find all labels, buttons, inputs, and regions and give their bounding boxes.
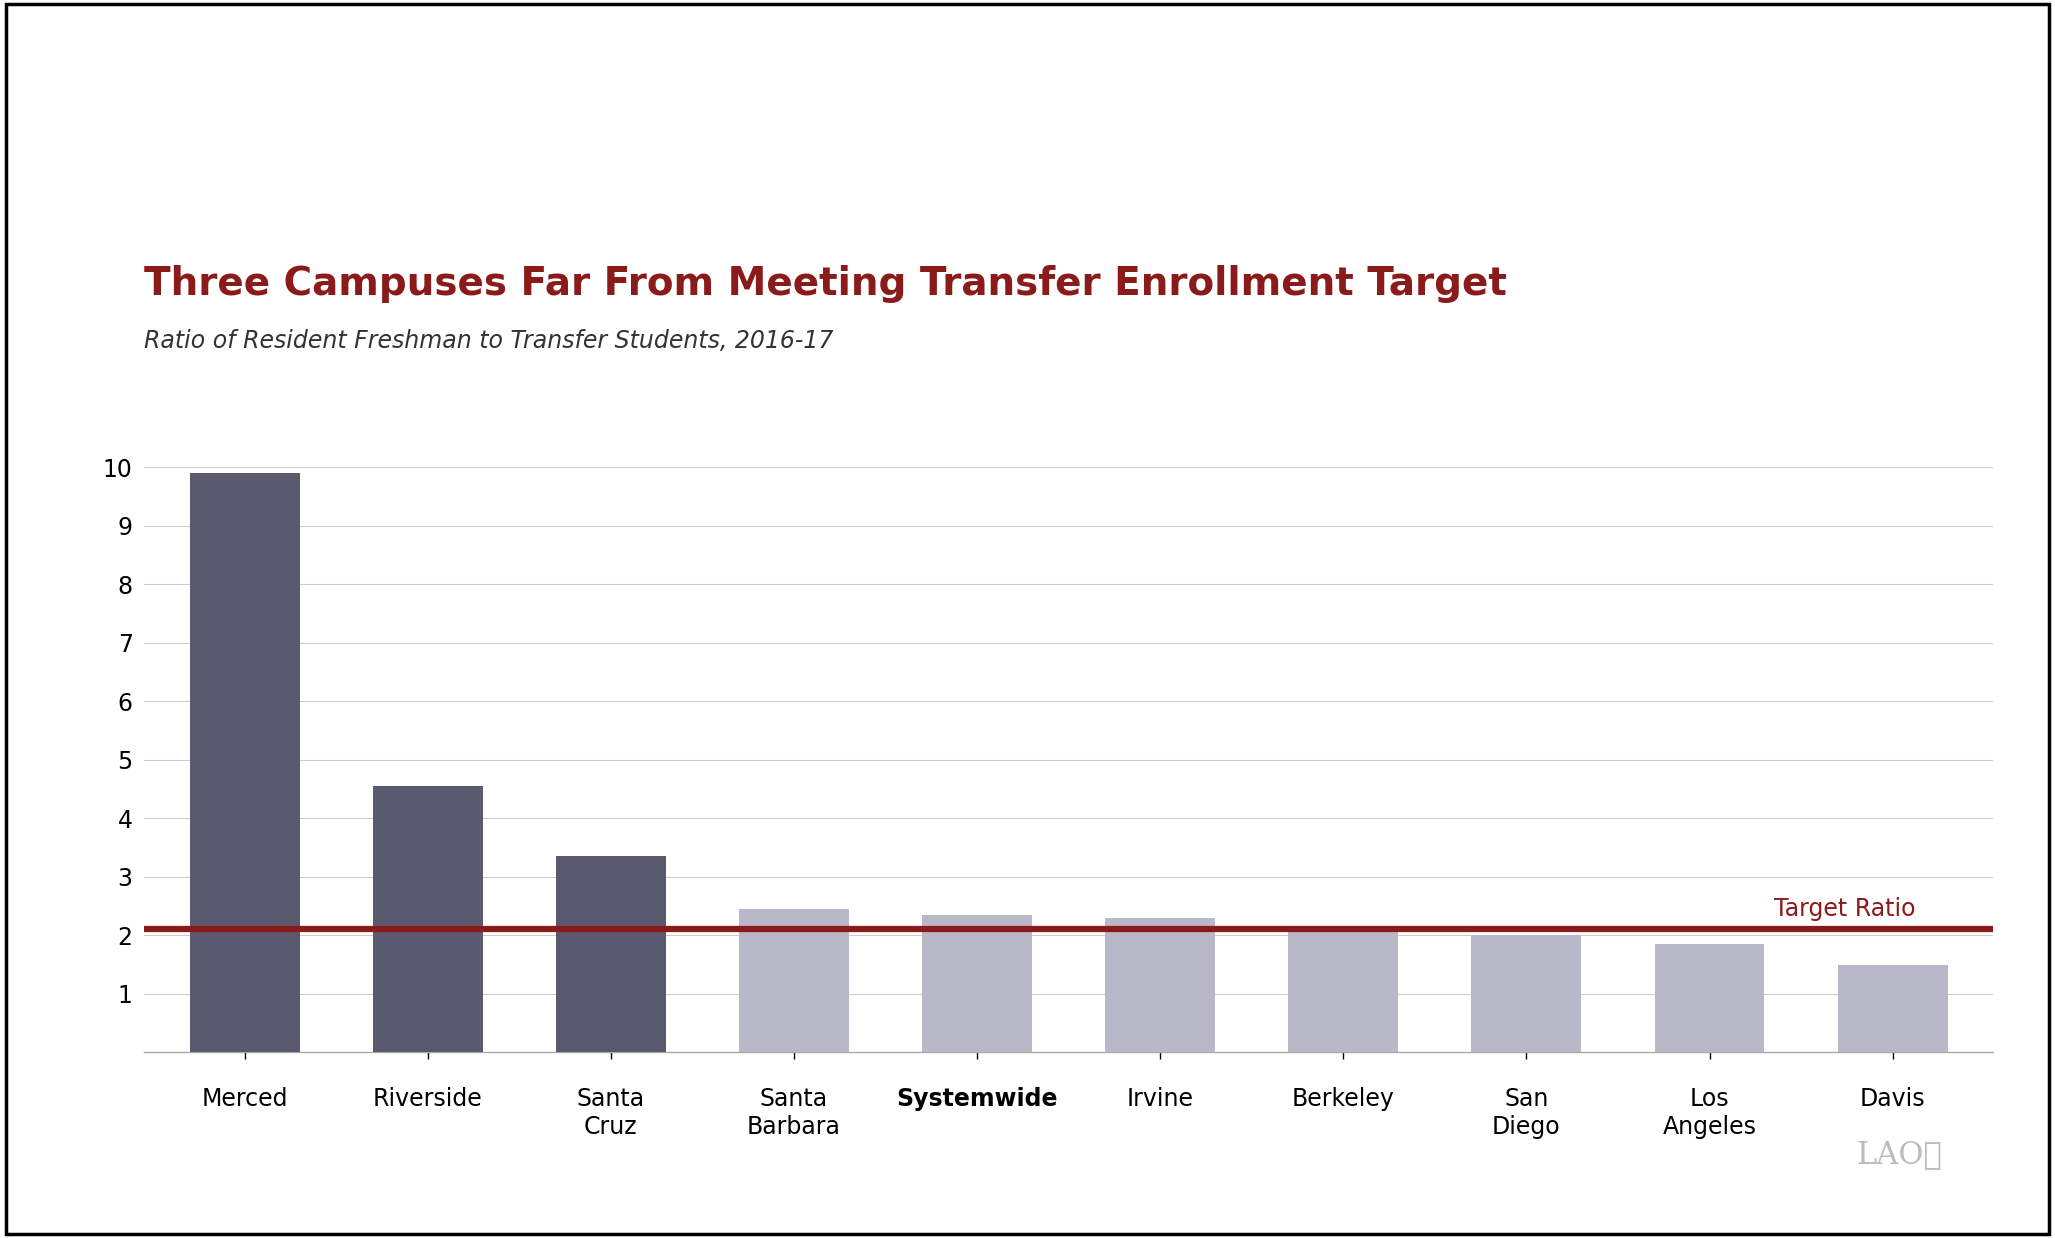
Bar: [555, 857, 666, 1052]
Bar: [189, 473, 300, 1052]
Text: Davis: Davis: [1860, 1087, 1926, 1112]
Text: Santa
Barbara: Santa Barbara: [746, 1087, 840, 1139]
Bar: [1654, 945, 1765, 1052]
Text: San
Diego: San Diego: [1492, 1087, 1560, 1139]
Bar: [1106, 917, 1215, 1052]
Bar: [923, 915, 1032, 1052]
Text: Merced: Merced: [201, 1087, 288, 1112]
Text: Irvine: Irvine: [1126, 1087, 1194, 1112]
Text: Systemwide: Systemwide: [896, 1087, 1058, 1112]
Text: LAO♖: LAO♖: [1856, 1139, 1942, 1170]
Text: Ratio of Resident Freshman to Transfer Students, 2016-17: Ratio of Resident Freshman to Transfer S…: [144, 329, 832, 353]
Text: Figure 17: Figure 17: [29, 46, 162, 69]
Bar: [740, 909, 849, 1052]
Text: Berkeley: Berkeley: [1293, 1087, 1395, 1112]
Text: Three Campuses Far From Meeting Transfer Enrollment Target: Three Campuses Far From Meeting Transfer…: [144, 265, 1506, 303]
Text: Riverside: Riverside: [372, 1087, 483, 1112]
Text: Santa
Cruz: Santa Cruz: [577, 1087, 645, 1139]
Bar: [1837, 964, 1948, 1052]
Bar: [372, 786, 483, 1052]
Bar: [1288, 932, 1397, 1052]
Text: Los
Angeles: Los Angeles: [1662, 1087, 1757, 1139]
Bar: [1471, 935, 1582, 1052]
Text: Target Ratio: Target Ratio: [1773, 896, 1915, 921]
